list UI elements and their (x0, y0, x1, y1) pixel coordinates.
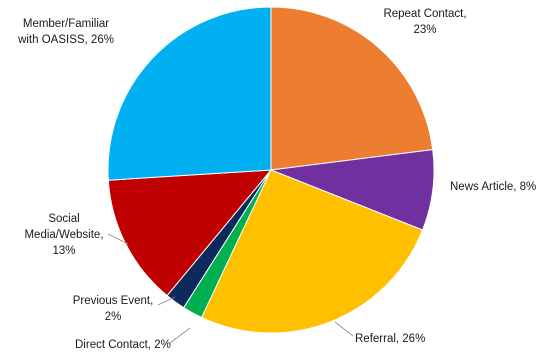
slice-label-line: 23% (413, 24, 436, 36)
slice-label-line: Social (48, 213, 79, 225)
slice-label: Referral, 26% (355, 333, 425, 345)
slice-label-line: with OASISS, 26% (17, 34, 114, 46)
leader-line (157, 296, 176, 306)
slice-label: News Article, 8% (450, 181, 536, 193)
pie-slice-repeat-contact (270, 6, 434, 171)
slice-label: Member/Familiar with OASISS, 26% (17, 18, 114, 46)
slice-label-line: Direct Contact, 2% (75, 339, 171, 351)
slice-label-line: Repeat Contact, (383, 8, 466, 20)
slice-label-line: Media/Website, (24, 229, 103, 241)
slice-label: Direct Contact, 2% (75, 339, 171, 351)
leader-line (107, 233, 129, 245)
pie-slice-social-media-website (107, 169, 273, 297)
leader-line (169, 327, 191, 344)
pie-slice-member-familiar-with-oasiss (107, 6, 272, 181)
slice-label-line: Referral, 26% (355, 333, 425, 345)
slice-label: Repeat Contact, 23% (383, 8, 466, 36)
slice-labels: Repeat Contact, 23% News Article, 8% Referr… (17, 8, 536, 351)
slice-label-line: Member/Familiar (23, 18, 109, 30)
leader-lines (107, 233, 354, 344)
pie-slices (107, 6, 435, 334)
slice-label-line: News Article, 8% (450, 181, 536, 193)
pie-slice-referral (200, 169, 424, 334)
leader-line (334, 321, 354, 337)
slice-label: Previous Event, 2% (73, 295, 154, 323)
slice-label: Social Media/Website, 13% (24, 213, 103, 257)
slice-label-line: 13% (52, 245, 75, 257)
slice-label-line: Previous Event, (73, 295, 154, 307)
slice-label-line: 2% (105, 311, 122, 323)
